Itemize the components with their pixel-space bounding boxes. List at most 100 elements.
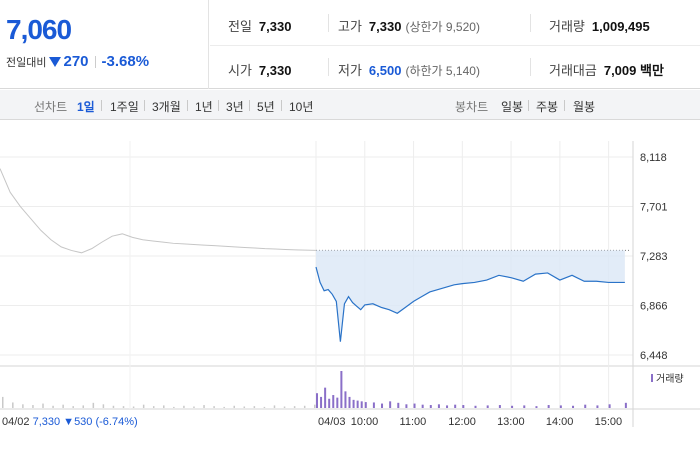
period-10y[interactable]: 10년 <box>289 100 314 114</box>
price-chart-svg: 8,118 7,701 7,283 6,866 6,448 04/03 10:00 11:00… <box>0 141 700 428</box>
volume-label: 거래량 <box>549 19 585 34</box>
volume-bar <box>253 406 256 408</box>
volume-bar <box>547 405 550 408</box>
volume-bar <box>372 402 375 408</box>
x-tick-label: 12:00 <box>448 416 476 428</box>
period-1y[interactable]: 1년 <box>195 100 213 114</box>
low-value: 6,500 <box>368 63 402 78</box>
high-value: 7,330 <box>368 19 402 34</box>
volume-bar <box>12 402 14 408</box>
period-1w[interactable]: 1주일 <box>110 100 139 114</box>
change-amount: 270 <box>63 53 89 70</box>
volume-bar <box>474 405 477 408</box>
volume-bar <box>336 397 339 408</box>
volume-bar <box>320 396 323 408</box>
volume-bar <box>596 405 599 408</box>
volume-bar <box>352 399 355 408</box>
volume-bar <box>82 405 85 408</box>
prev-close-cell: 전일 7,330 <box>228 16 291 35</box>
volume-bar <box>397 402 400 408</box>
volume-bar <box>429 405 432 408</box>
volume-bar <box>608 404 611 408</box>
volume-bar <box>421 404 424 408</box>
volume-bar <box>142 404 145 408</box>
volume-bar <box>364 402 367 408</box>
volume-bar <box>263 406 266 408</box>
volume-bar <box>462 405 465 408</box>
volume-bar <box>193 406 195 408</box>
period-3m[interactable]: 3개월 <box>152 100 181 114</box>
candle-monthly[interactable]: 월봉 <box>573 100 596 114</box>
amount-cell: 거래대금 7,009 백만 <box>549 60 664 79</box>
volume-bar <box>122 406 125 408</box>
current-price: 7,060 <box>6 14 72 45</box>
divider <box>144 100 145 111</box>
volume-bar <box>356 400 359 408</box>
prev-day-change: 7,330 ▼530 (-6.74%) <box>33 416 138 428</box>
volume-bar <box>293 406 296 408</box>
high-cell: 고가 7,330 (상한가 9,520) <box>338 16 480 35</box>
volume-bar <box>498 405 501 408</box>
current-price-box: 7,060 전일대비 270 -3.68% <box>0 0 209 89</box>
col-divider <box>328 14 329 32</box>
volume-bar <box>243 406 246 408</box>
volume-bar <box>203 405 205 408</box>
volume-bar <box>405 404 408 408</box>
amount-label: 거래대금 <box>549 63 597 78</box>
candle-daily[interactable]: 일봉 <box>501 100 524 114</box>
volume-bar <box>223 406 225 408</box>
col-divider <box>530 58 531 76</box>
volume-bar <box>584 404 587 408</box>
quote-panel: 7,060 전일대비 270 -3.68% 전일 7,330 고가 7,330 … <box>0 0 700 89</box>
volume-legend-icon <box>651 374 653 382</box>
volume-bar <box>486 405 489 408</box>
volume-bar <box>213 406 215 408</box>
prev-close-label: 전일 <box>228 19 252 34</box>
upper-limit: (상한가 9,520) <box>405 20 480 34</box>
volume-bar <box>72 406 74 408</box>
y-tick-label: 6,448 <box>640 350 668 362</box>
volume-bar <box>360 401 363 408</box>
volume-bar <box>314 404 316 408</box>
y-tick-label: 8,118 <box>640 152 667 164</box>
period-1d[interactable]: 1일 <box>77 100 95 114</box>
volume-bar <box>233 405 235 408</box>
volume-bar <box>173 406 175 408</box>
intraday-chart[interactable]: 8,118 7,701 7,283 6,866 6,448 04/03 10:00 11:00… <box>0 121 700 450</box>
below-base-area <box>316 250 625 342</box>
volume-bar <box>572 405 575 408</box>
x-tick-label: 14:00 <box>546 416 574 428</box>
x-tick-label: 04/03 <box>318 416 346 428</box>
open-label: 시가 <box>228 63 252 78</box>
period-toolbar: 선차트 1일 1주일 3개월 1년 3년 5년 10년 봉차트 일봉 주봉 월봉 <box>0 90 700 120</box>
period-3y[interactable]: 3년 <box>226 100 244 114</box>
volume-bar <box>102 404 105 408</box>
candle-weekly[interactable]: 주봉 <box>536 100 559 114</box>
prev-close-value: 7,330 <box>258 19 292 34</box>
period-5y[interactable]: 5년 <box>257 100 275 114</box>
x-tick-label: 11:00 <box>400 416 427 428</box>
change-row: 전일대비 270 -3.68% <box>6 53 149 70</box>
x-tick-label: 15:00 <box>595 416 623 428</box>
volume-bar <box>52 405 54 408</box>
volume-bar <box>624 402 627 408</box>
open-cell: 시가 7,330 <box>228 60 291 79</box>
prev-day-line <box>0 168 317 254</box>
divider <box>94 55 96 68</box>
x-tick-label: 10:00 <box>351 416 379 428</box>
volume-bar <box>340 371 343 408</box>
down-triangle-icon <box>49 56 62 67</box>
volume-bar <box>413 403 416 408</box>
today-price-line <box>315 266 625 342</box>
volume-legend-label: 거래량 <box>656 373 684 385</box>
volume-bar <box>511 405 514 408</box>
volume-bar <box>152 406 155 408</box>
candle-chart-label: 봉차트 <box>455 100 489 114</box>
divider <box>218 100 219 111</box>
prev-day-summary: 04/02 7,330 ▼530 (-6.74%) <box>2 416 138 428</box>
volume-bar <box>132 406 135 408</box>
volume-bar <box>62 404 64 408</box>
volume-bar <box>32 405 34 408</box>
volume-bar <box>437 404 440 408</box>
prev-day-date: 04/02 <box>2 416 33 428</box>
